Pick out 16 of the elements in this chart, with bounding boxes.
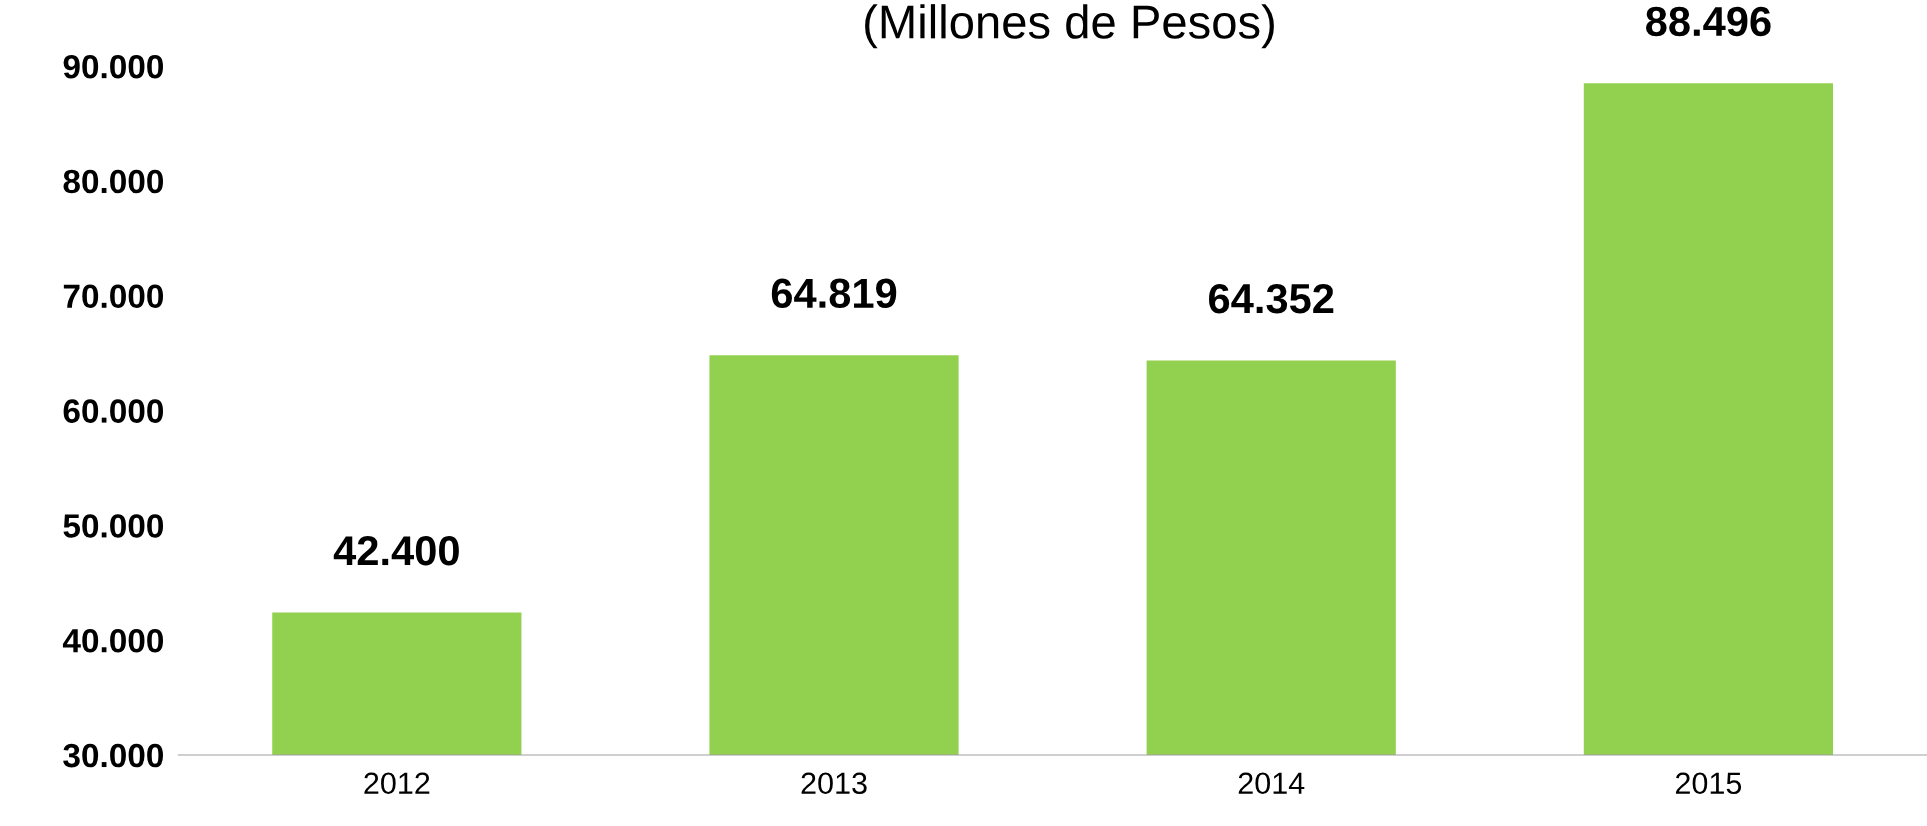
y-tick-label: 70.000 xyxy=(63,284,163,309)
x-tick-label: 2015 xyxy=(1675,772,1742,795)
data-label: 42.400 xyxy=(333,535,459,566)
y-tick-label: 50.000 xyxy=(63,514,163,538)
data-label: 64.819 xyxy=(771,278,897,309)
y-tick-label: 90.000 xyxy=(63,54,163,79)
y-tick-label: 30.000 xyxy=(63,743,163,768)
x-tick-label: 2012 xyxy=(364,772,430,795)
x-tick-label: 2014 xyxy=(1238,772,1305,795)
x-tick-label: 2013 xyxy=(801,772,867,795)
y-tick-label: 40.000 xyxy=(62,628,163,653)
data-label: 88.496 xyxy=(1646,6,1771,37)
y-tick-label: 80.000 xyxy=(63,169,163,194)
data-label: 64.352 xyxy=(1209,283,1334,314)
chart-title: (Millones de Pesos) xyxy=(865,4,1274,49)
y-tick-label: 60.000 xyxy=(63,399,163,423)
